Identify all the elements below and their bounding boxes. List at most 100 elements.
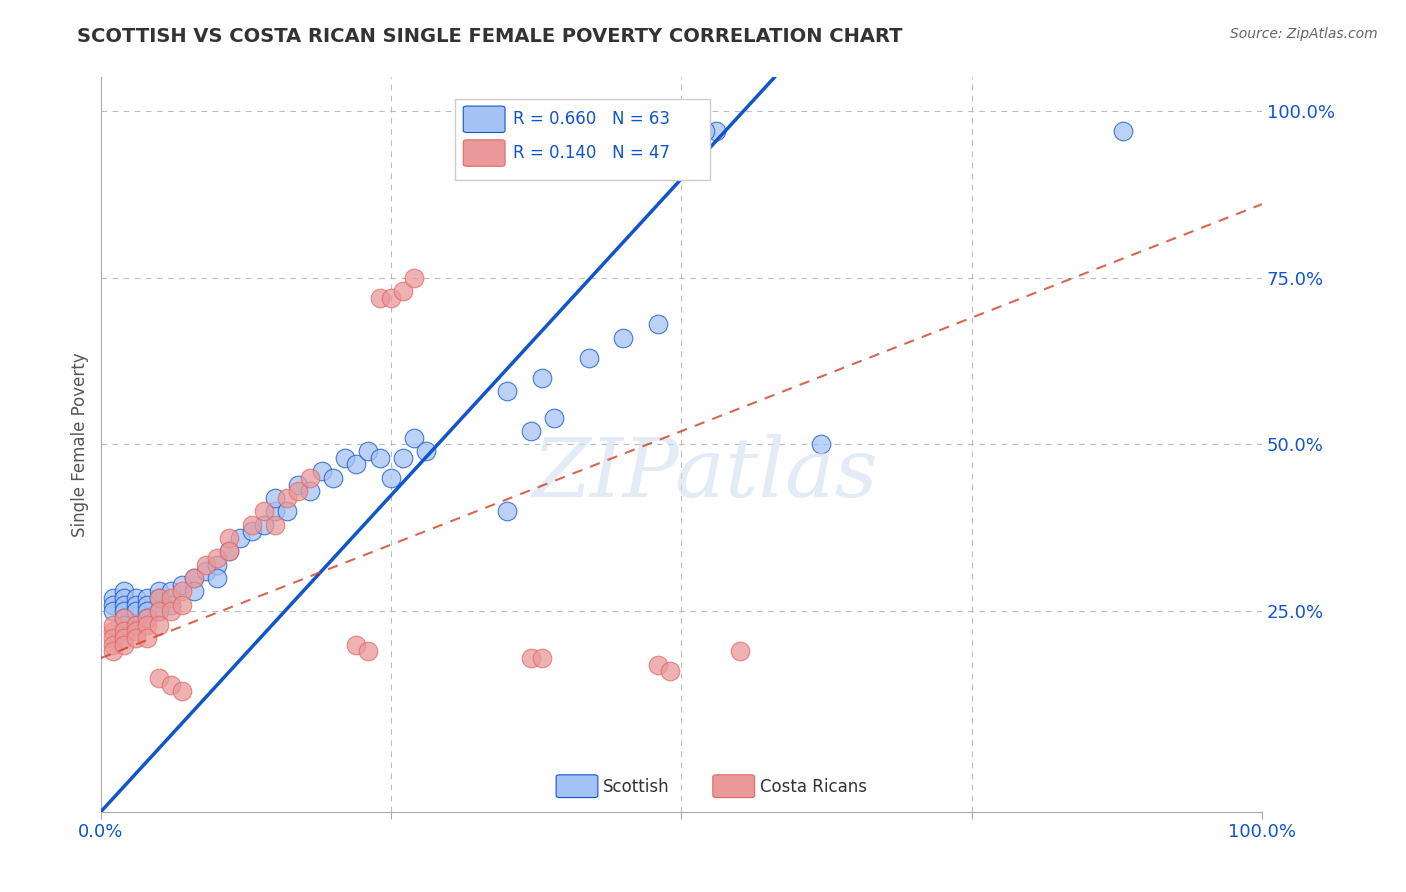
Point	[194, 558, 217, 572]
FancyBboxPatch shape	[557, 775, 598, 797]
FancyBboxPatch shape	[456, 100, 710, 180]
Point	[671, 124, 693, 138]
Point	[368, 291, 391, 305]
Point	[112, 611, 135, 625]
Point	[101, 644, 124, 658]
Point	[218, 544, 240, 558]
Point	[647, 657, 669, 672]
Point	[392, 450, 415, 465]
Point	[218, 531, 240, 545]
Point	[252, 504, 274, 518]
Point	[136, 598, 159, 612]
Point	[148, 604, 170, 618]
Point	[148, 617, 170, 632]
Point	[112, 611, 135, 625]
Point	[194, 564, 217, 578]
Point	[264, 517, 287, 532]
Point	[287, 484, 309, 499]
Point	[172, 577, 194, 591]
Point	[415, 444, 437, 458]
Point	[298, 484, 321, 499]
Point	[101, 591, 124, 605]
Point	[136, 631, 159, 645]
Point	[125, 591, 148, 605]
Y-axis label: Single Female Poverty: Single Female Poverty	[72, 352, 89, 537]
Point	[531, 370, 554, 384]
Point	[183, 584, 205, 599]
FancyBboxPatch shape	[463, 140, 505, 166]
Point	[148, 591, 170, 605]
Point	[240, 524, 263, 539]
Point	[704, 124, 727, 138]
Point	[172, 598, 194, 612]
Point	[578, 124, 600, 138]
Point	[172, 684, 194, 698]
Point	[404, 431, 426, 445]
Point	[810, 437, 832, 451]
Point	[125, 624, 148, 639]
Point	[205, 571, 228, 585]
Point	[333, 450, 356, 465]
Point	[368, 450, 391, 465]
Point	[112, 638, 135, 652]
Point	[205, 550, 228, 565]
Point	[693, 124, 716, 138]
Point	[136, 611, 159, 625]
Point	[346, 638, 368, 652]
Point	[136, 591, 159, 605]
Point	[264, 504, 287, 518]
Point	[159, 604, 181, 618]
Point	[101, 604, 124, 618]
Point	[159, 584, 181, 599]
Text: ZIPatlas: ZIPatlas	[531, 434, 877, 514]
Point	[148, 591, 170, 605]
Point	[101, 638, 124, 652]
Point	[229, 531, 252, 545]
Point	[172, 584, 194, 599]
Point	[101, 617, 124, 632]
Point	[112, 631, 135, 645]
Point	[183, 571, 205, 585]
Point	[276, 491, 298, 505]
Point	[346, 458, 368, 472]
Point	[240, 517, 263, 532]
Point	[612, 331, 634, 345]
Point	[125, 617, 148, 632]
Point	[380, 291, 402, 305]
Point	[554, 124, 576, 138]
Point	[496, 504, 519, 518]
Text: Source: ZipAtlas.com: Source: ZipAtlas.com	[1230, 27, 1378, 41]
Point	[496, 384, 519, 398]
Point	[125, 631, 148, 645]
Point	[148, 584, 170, 599]
Point	[112, 624, 135, 639]
Point	[543, 410, 565, 425]
Point	[647, 318, 669, 332]
Point	[136, 604, 159, 618]
Point	[600, 124, 623, 138]
Point	[136, 611, 159, 625]
Text: SCOTTISH VS COSTA RICAN SINGLE FEMALE POVERTY CORRELATION CHART: SCOTTISH VS COSTA RICAN SINGLE FEMALE PO…	[77, 27, 903, 45]
FancyBboxPatch shape	[713, 775, 755, 797]
Point	[404, 270, 426, 285]
Point	[380, 471, 402, 485]
Point	[1111, 124, 1133, 138]
Point	[519, 651, 541, 665]
Point	[357, 444, 380, 458]
Point	[218, 544, 240, 558]
Point	[148, 604, 170, 618]
Point	[276, 504, 298, 518]
Point	[112, 584, 135, 599]
Point	[101, 631, 124, 645]
Point	[531, 651, 554, 665]
Point	[311, 464, 333, 478]
Point	[322, 471, 344, 485]
Point	[101, 598, 124, 612]
Point	[159, 678, 181, 692]
Point	[658, 665, 681, 679]
Point	[159, 591, 181, 605]
Point	[112, 598, 135, 612]
Point	[205, 558, 228, 572]
Point	[728, 644, 751, 658]
Point	[125, 617, 148, 632]
